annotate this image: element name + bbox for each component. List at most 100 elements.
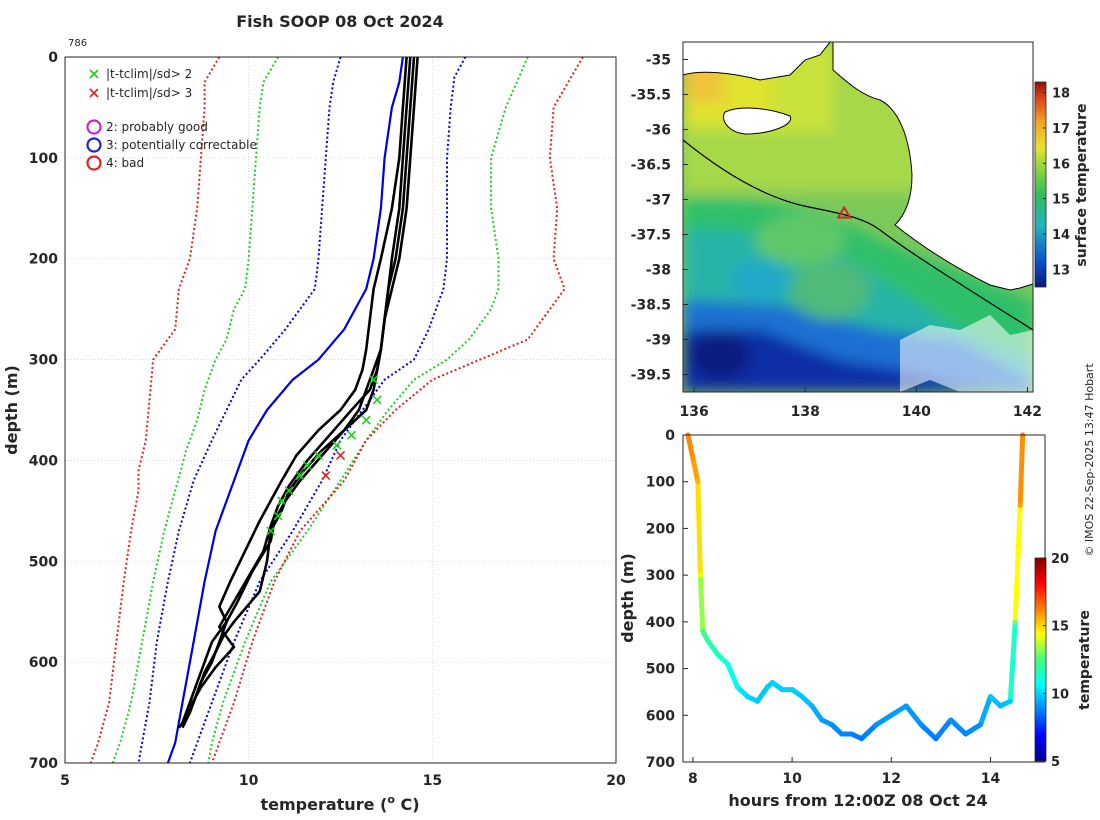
section-point (769, 680, 775, 686)
section-point (744, 694, 750, 700)
legend-marker-circle (86, 119, 102, 135)
legend-marker-circle (86, 137, 102, 153)
section-colorbar-label: temperature (1077, 610, 1093, 710)
section-track-segment (859, 722, 879, 742)
profile-series-line (181, 56, 408, 724)
flag-2sd-marker (266, 526, 276, 536)
section-track-segment (725, 661, 741, 690)
sst-map-y-tick-label: -36 (646, 123, 671, 139)
sst-colorbar-tick-label: 14 (1052, 228, 1070, 243)
land-peninsula (683, 42, 831, 81)
sst-map-position-triangle (836, 205, 852, 219)
section-point (799, 694, 805, 700)
section-point (809, 703, 815, 709)
profile-panel: Fish SOOP 08 Oct 2024 786 5 10 15 20 0 100 20… (2, 12, 626, 814)
profile-y-tick-label: 100 (29, 151, 58, 167)
flag-2sd-marker (368, 375, 379, 385)
profile-y-tick-label: 0 (48, 50, 58, 66)
sst-map-x-tick-label: 136 (679, 404, 708, 420)
profile-annotation: 786 (68, 38, 87, 49)
sst-colorbar (1034, 81, 1047, 288)
section-point (1012, 619, 1018, 625)
section-point (849, 731, 855, 737)
flag-2sd-marker (302, 460, 313, 471)
section-point (690, 455, 696, 461)
section-y-ticks: 0 100 200 300 400 500 600 700 (646, 428, 688, 771)
section-track-segment (1012, 502, 1023, 625)
section-colorbar-tick-label: 20 (1051, 552, 1069, 567)
profile-title: Fish SOOP 08 Oct 2024 (236, 12, 444, 31)
sst-map-x-ticks: 136 138 140 142 (679, 387, 1042, 420)
profile-x-tick-label: 20 (606, 773, 626, 789)
flag-3sd-marker (335, 450, 346, 460)
copyright-footer: © IMOS 22-Sep-2025 13:47 Hobart (1083, 363, 1096, 557)
missing-data-region (900, 315, 1033, 392)
section-point (873, 722, 879, 728)
section-x-tick-label: 12 (882, 771, 901, 787)
section-track-segment (888, 703, 909, 718)
flag-2sd-marker-b (372, 395, 382, 405)
sst-map-x-tick-label: 138 (791, 404, 820, 420)
section-point (987, 694, 993, 700)
legend-marker-circle (86, 155, 102, 171)
flag-3sd-marker-b (335, 450, 346, 460)
flag-2sd-marker-b (302, 460, 313, 471)
section-point (789, 687, 795, 693)
profile-x-label-text: temperature ( (260, 795, 387, 814)
profile-series-line (210, 56, 584, 764)
sst-map-y-tick-label: -35 (646, 53, 671, 69)
section-track-segment (963, 722, 984, 737)
section-point (779, 687, 785, 693)
sst-map-x-tick-label: 142 (1013, 404, 1042, 420)
profile-series-line (166, 56, 404, 764)
profile-series-line (188, 56, 416, 709)
sst-map-y-tick-label: -35.5 (631, 88, 671, 104)
section-x-tick-label: 8 (688, 771, 698, 787)
profile-x-ticks: 5 10 15 20 (60, 773, 626, 789)
section-track-segment (809, 703, 825, 723)
profile-y-tick-label: 200 (29, 252, 58, 268)
sst-map-marker (836, 205, 852, 219)
flag-2sd-marker (346, 430, 357, 440)
section-x-label: hours from 12:00Z 08 Oct 24 (728, 791, 987, 810)
section-track-segment (978, 694, 993, 728)
section-point (700, 628, 706, 634)
profile-y-ticks: 0 100 200 300 400 500 600 700 (29, 50, 58, 772)
section-point (819, 717, 825, 723)
section-track-segment (685, 432, 696, 461)
sst-colorbar-ticks: 13 14 15 16 17 18 (1043, 87, 1070, 278)
sst-colorbar-tick-label: 13 (1052, 263, 1070, 278)
sst-map-y-tick-label: -38 (646, 263, 671, 279)
sst-field (683, 42, 1033, 392)
section-point (1007, 698, 1013, 704)
sst-map-y-tick-label: -36.5 (631, 158, 671, 174)
flag-2sd-marker (273, 511, 283, 521)
flag-2sd-marker (277, 496, 287, 506)
sst-map-x-tick-label: 140 (902, 404, 931, 420)
section-track-segment (933, 717, 954, 742)
profile-axes-box (64, 56, 617, 764)
sst-colorbar-tick-label: 15 (1052, 193, 1070, 208)
profile-y-label: depth (m) (2, 365, 21, 455)
flag-2sd-marker-b (332, 440, 342, 450)
shelf-contour (683, 139, 1033, 331)
flag-2sd-marker-b (295, 470, 305, 481)
legend-entry-label: |t-tclim|/sd> 2 (106, 67, 192, 81)
flag-2sd-marker-b (313, 450, 324, 460)
profile-x-label-superscript: o (387, 793, 395, 806)
sst-colorbar-tick-label: 16 (1052, 157, 1070, 172)
legend-entry-label: |t-tclim|/sd> 3 (106, 86, 192, 100)
section-point (903, 703, 909, 709)
section-point (963, 731, 969, 737)
section-track-segment (1017, 432, 1026, 508)
profile-series-line (111, 56, 279, 764)
section-point (715, 652, 721, 658)
section-point (764, 684, 770, 690)
section-point (859, 736, 865, 742)
section-point (948, 717, 954, 723)
section-x-ticks: 8 10 12 14 (688, 757, 1000, 787)
flag-2sd-marker-b (361, 415, 371, 425)
section-colorbar (1034, 557, 1047, 762)
section-colorbar-tick-label: 10 (1051, 687, 1069, 702)
section-y-tick-label: 600 (646, 708, 675, 724)
